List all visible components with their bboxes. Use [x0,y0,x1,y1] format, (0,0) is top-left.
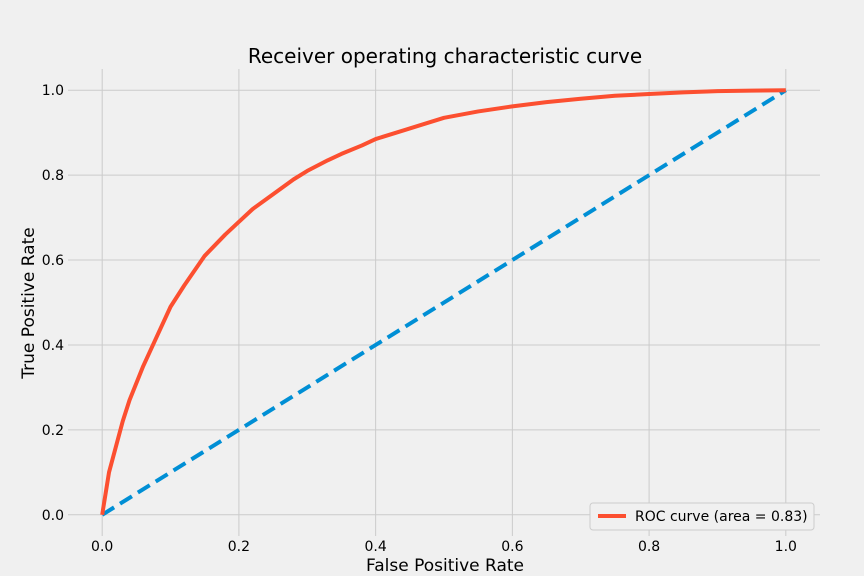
x-tick-label: 0.2 [228,539,250,555]
roc-curve-line [100,88,786,516]
series-layer [100,88,787,517]
legend: ROC curve (area = 0.83) [589,502,815,531]
x-tick-label: 0.8 [638,539,660,555]
y-tick-label: 0.0 [42,508,64,524]
chart-title: Receiver operating characteristic curve [248,44,642,68]
x-axis-label: False Positive Rate [366,556,524,576]
legend-label-roc: ROC curve (area = 0.83) [635,509,808,525]
y-tick-label: 1.0 [42,83,64,99]
legend-box [589,502,815,531]
x-tick-label: 0.6 [501,539,523,555]
y-tick-label: 0.2 [42,423,64,439]
y-tick-label: 0.4 [42,338,64,354]
x-tick-label: 1.0 [775,539,797,555]
grid-lines [68,69,820,536]
y-tick-label: 0.6 [42,253,64,269]
y-tick-labels: 0.0 0.2 0.4 0.6 0.8 1.0 [42,83,64,524]
y-tick-label: 0.8 [42,168,64,184]
y-axis-label: True Positive Rate [19,227,39,379]
x-tick-label: 0.0 [91,539,113,555]
x-tick-label: 0.4 [365,539,387,555]
x-tick-labels: 0.0 0.2 0.4 0.6 0.8 1.0 [91,539,797,555]
chance-line [101,88,787,517]
